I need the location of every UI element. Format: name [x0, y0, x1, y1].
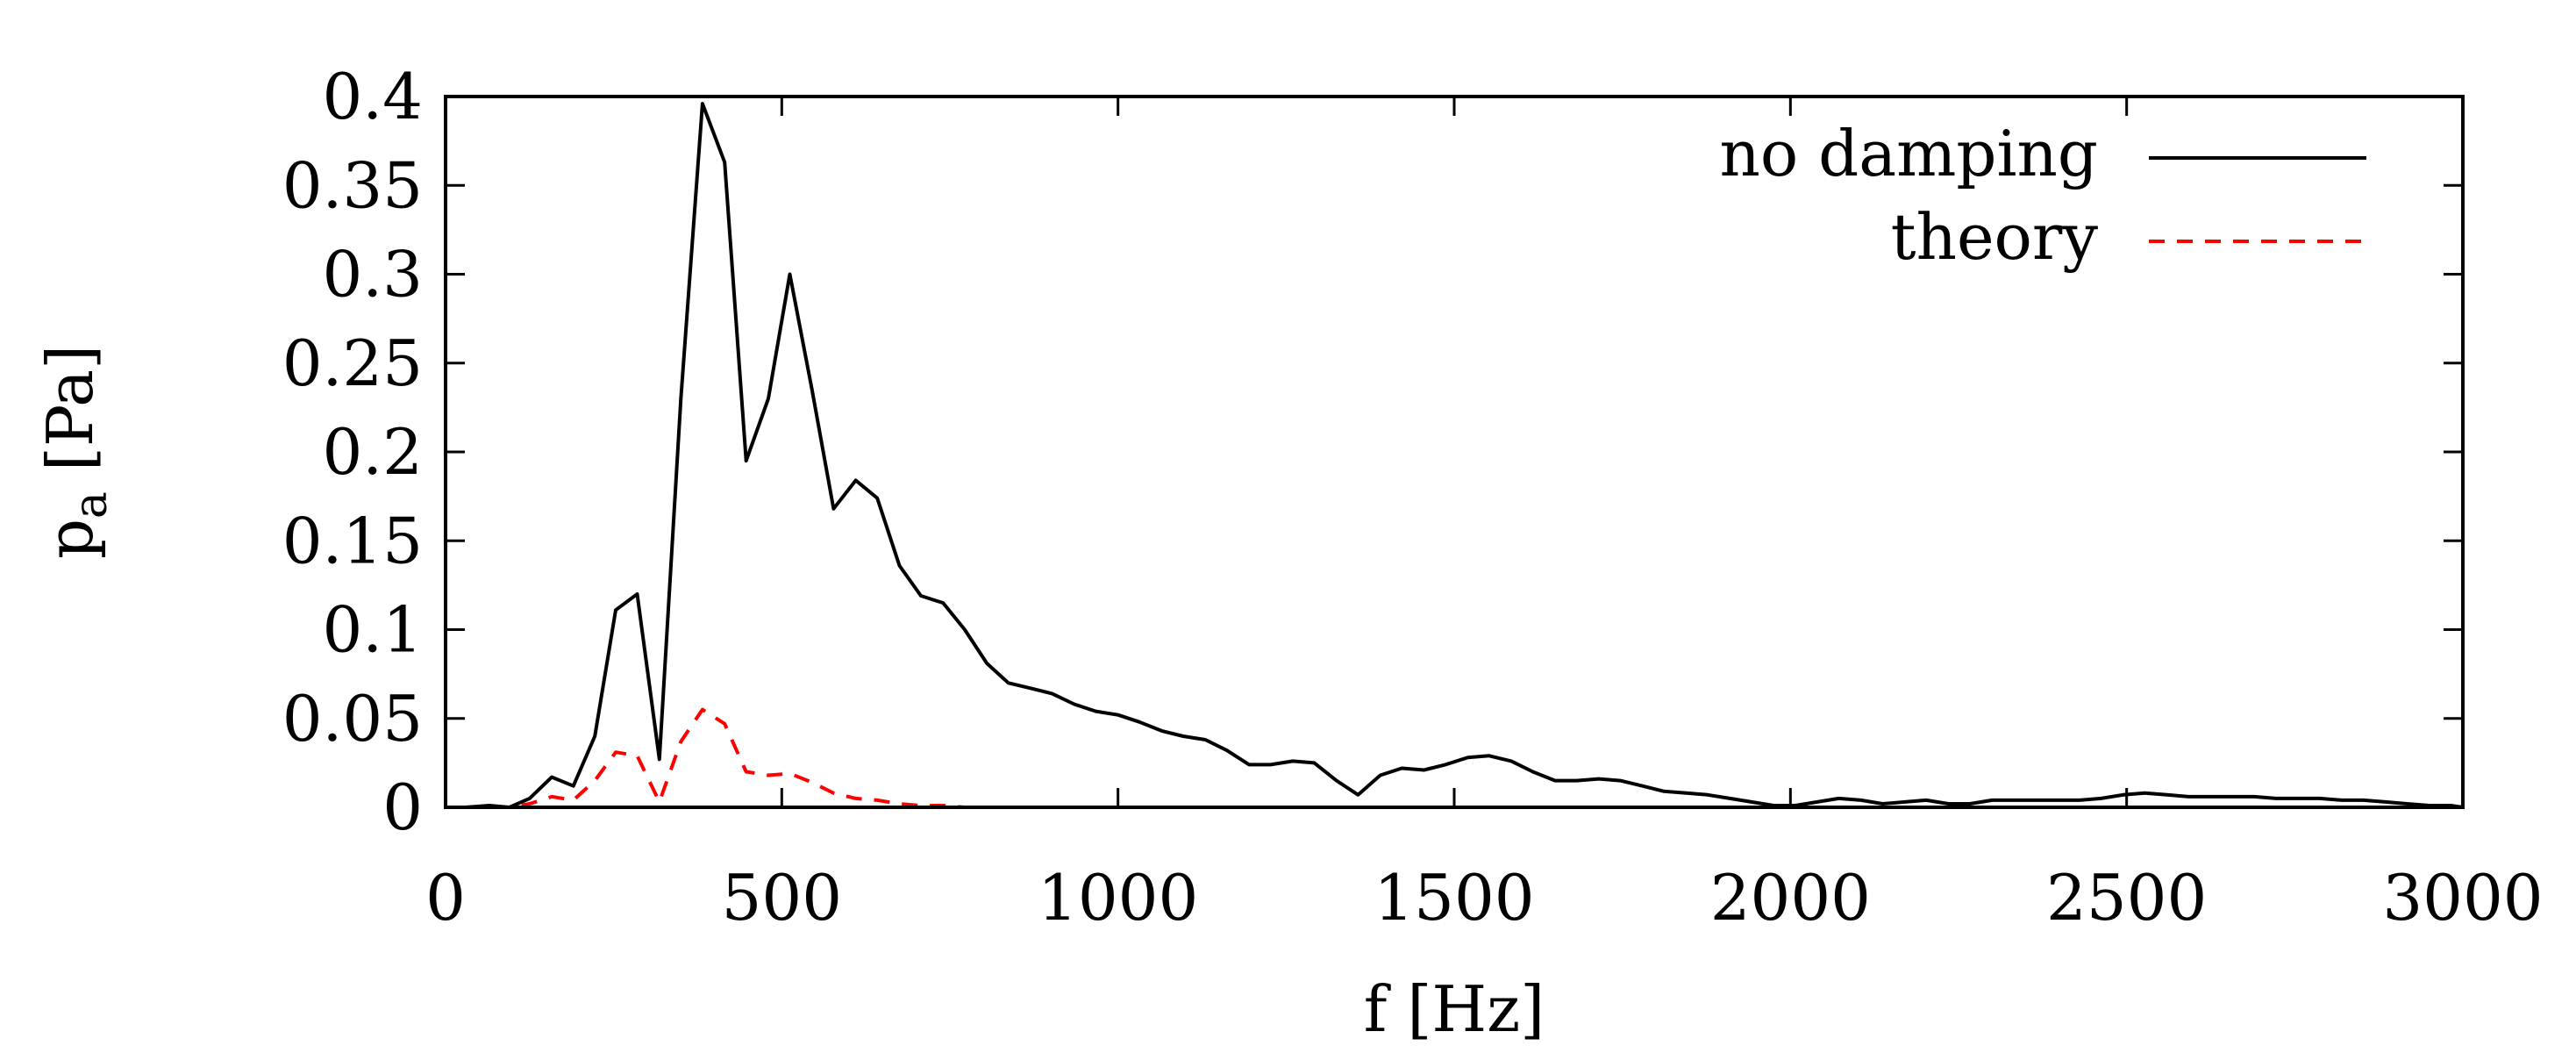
- y-axis-title-main: p: [33, 519, 107, 559]
- series-line-no-damping: [465, 102, 2464, 809]
- x-tick-label: 500: [722, 861, 842, 935]
- y-tick-label: 0.3: [322, 238, 423, 312]
- x-tick-label: 1000: [1038, 861, 1198, 935]
- x-tick-label: 1500: [1374, 861, 1534, 935]
- y-tick-label: 0: [382, 770, 423, 844]
- x-tick-label: 2500: [2046, 861, 2207, 935]
- y-tick-label: 0.35: [282, 148, 423, 222]
- y-tick-label: 0.05: [282, 682, 423, 756]
- x-tick-label: 0: [425, 861, 466, 935]
- y-axis-title-unit: [Pa]: [33, 345, 107, 491]
- x-axis-title: f [Hz]: [1364, 972, 1545, 1046]
- x-tick-label: 2000: [1710, 861, 1871, 935]
- legend-label: no damping: [1720, 117, 2098, 190]
- y-tick-label: 0.4: [322, 60, 423, 133]
- y-tick-label: 0.2: [322, 415, 423, 489]
- labels-layer: 0 500 1000 1500 2000 2500 3000 0 0.05 0.1 0.15 0.2 0…: [282, 60, 2544, 935]
- legend-label: theory: [1891, 200, 2099, 274]
- y-tick-label: 0.1: [322, 593, 423, 667]
- plot-frame: [444, 95, 2465, 809]
- y-axis-title: pa [Pa]: [33, 345, 118, 559]
- y-tick-label: 0.15: [282, 504, 423, 577]
- y-axis-title-subscript: a: [65, 491, 118, 519]
- legend: no damping theory: [1720, 117, 2366, 274]
- x-tick-label: 3000: [2382, 861, 2543, 935]
- y-tick-label: 0.25: [282, 326, 423, 400]
